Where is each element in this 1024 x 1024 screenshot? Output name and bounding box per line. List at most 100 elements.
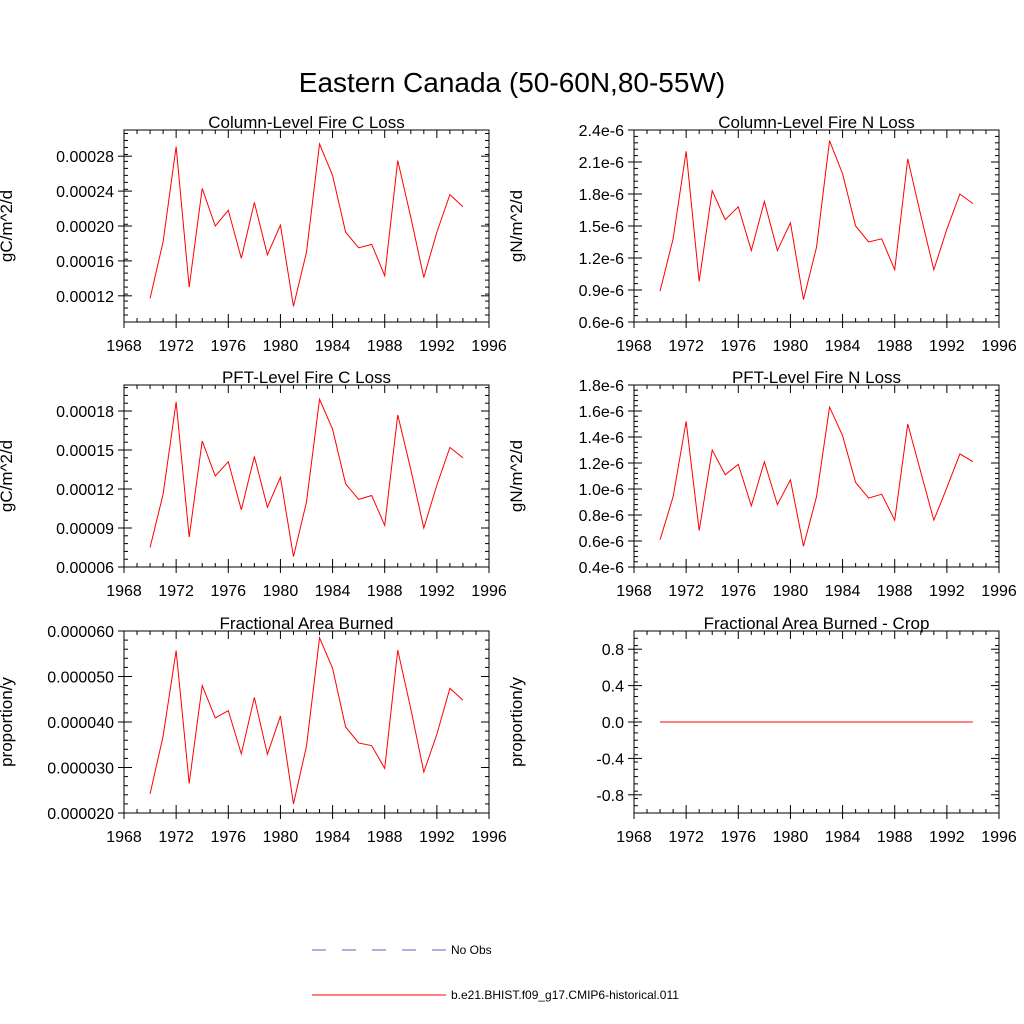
panel-6: 1968 1972 1976 1980 1984 1988 1992 1996 -0.8 -0.4… xyxy=(507,614,1017,846)
x-tick-label: 1984 xyxy=(315,829,351,846)
panel-title: Fractional Area Burned xyxy=(220,614,394,633)
y-tick-label: 0.00015 xyxy=(56,443,114,460)
y-tick-label: 0.000030 xyxy=(47,761,114,778)
plot-frame xyxy=(633,129,1000,323)
y-tick-label: 0.00020 xyxy=(56,219,114,236)
x-tick-label: 1968 xyxy=(106,583,142,600)
y-tick-label: 0.8 xyxy=(602,642,624,659)
x-tick-label: 1988 xyxy=(877,829,913,846)
y-tick-label: -0.4 xyxy=(596,751,624,768)
x-tick-label: 1972 xyxy=(668,583,704,600)
x-tick-label: 1996 xyxy=(981,829,1017,846)
y-axis-label: gC/m^2/d xyxy=(0,440,16,512)
panel-title: PFT-Level Fire C Loss xyxy=(222,368,391,387)
legend-label-model: b.e21.BHIST.f09_g17.CMIP6-historical.011 xyxy=(451,988,679,1002)
panel-title: Column-Level Fire C Loss xyxy=(208,113,405,132)
y-tick-label: 2.1e-6 xyxy=(579,155,624,172)
y-tick-label: 0.00009 xyxy=(56,521,114,538)
x-tick-label: 1984 xyxy=(315,338,351,355)
series-line xyxy=(149,397,464,557)
plot-frame xyxy=(633,384,1000,568)
panel-5: 1968 1972 1976 1980 1984 1988 1992 1996 0.000020… xyxy=(0,614,507,846)
series-line xyxy=(659,405,974,547)
x-tick-label: 1992 xyxy=(929,829,965,846)
x-tick-label: 1992 xyxy=(419,829,455,846)
x-tick-label: 1992 xyxy=(929,583,965,600)
y-tick-label: 2.4e-6 xyxy=(579,123,624,140)
x-tick-label: 1988 xyxy=(367,583,403,600)
x-tick-label: 1996 xyxy=(471,829,507,846)
x-tick-label: 1976 xyxy=(210,829,246,846)
y-tick-label: 0.00006 xyxy=(56,560,114,577)
x-tick-label: 1980 xyxy=(263,338,299,355)
x-tick-label: 1968 xyxy=(616,583,652,600)
legend: No Obs b.e21.BHIST.f09_g17.CMIP6-histori… xyxy=(312,943,679,1002)
y-tick-label: 1.2e-6 xyxy=(579,251,624,268)
y-tick-label: 0.8e-6 xyxy=(579,508,624,525)
series-line xyxy=(659,140,974,300)
x-tick-label: 1968 xyxy=(106,829,142,846)
y-axis-label: proportion/y xyxy=(507,677,526,767)
x-tick-label: 1984 xyxy=(825,583,861,600)
y-tick-label: 0.00012 xyxy=(56,289,114,306)
y-tick-label: 0.000020 xyxy=(47,806,114,823)
y-axis-label: gN/m^2/d xyxy=(507,190,526,262)
x-tick-label: 1996 xyxy=(981,583,1017,600)
panel-title: Fractional Area Burned - Crop xyxy=(704,614,930,633)
x-tick-label: 1980 xyxy=(773,338,809,355)
x-tick-label: 1984 xyxy=(825,829,861,846)
x-tick-label: 1996 xyxy=(471,338,507,355)
plot-frame xyxy=(123,129,490,323)
y-tick-label: 0.000040 xyxy=(47,715,114,732)
y-tick-label: 0.6e-6 xyxy=(579,315,624,332)
y-tick-label: 0.00012 xyxy=(56,482,114,499)
y-tick-label: 0.000060 xyxy=(47,624,114,641)
x-tick-label: 1996 xyxy=(471,583,507,600)
x-tick-label: 1984 xyxy=(825,338,861,355)
x-tick-label: 1976 xyxy=(210,338,246,355)
y-tick-label: 1.2e-6 xyxy=(579,456,624,473)
x-tick-label: 1980 xyxy=(773,829,809,846)
y-tick-label: 0.00024 xyxy=(56,184,114,201)
x-tick-label: 1996 xyxy=(981,338,1017,355)
panel-4: 1968 1972 1976 1980 1984 1988 1992 1996 0.4e-6 0.… xyxy=(507,368,1017,600)
x-tick-label: 1972 xyxy=(158,338,194,355)
panel-title: Column-Level Fire N Loss xyxy=(718,113,915,132)
x-tick-label: 1968 xyxy=(106,338,142,355)
y-tick-label: 0.9e-6 xyxy=(579,283,624,300)
panels-group: 1968 1972 1976 1980 1984 1988 1992 1996 0.00012 0… xyxy=(0,113,1017,846)
y-tick-label: 1.6e-6 xyxy=(579,404,624,421)
x-tick-label: 1972 xyxy=(158,829,194,846)
y-tick-label: 1.8e-6 xyxy=(579,378,624,395)
x-tick-label: 1976 xyxy=(720,829,756,846)
y-axis-label: proportion/y xyxy=(0,677,16,767)
x-tick-label: 1980 xyxy=(263,829,299,846)
y-tick-label: 1.0e-6 xyxy=(579,482,624,499)
y-tick-label: 0.4e-6 xyxy=(579,560,624,577)
y-tick-label: 0.0 xyxy=(602,715,624,732)
y-tick-label: 0.00016 xyxy=(56,254,114,271)
y-tick-label: -0.8 xyxy=(596,788,624,805)
panel-2: 1968 1972 1976 1980 1984 1988 1992 1996 0.6e-6 0.… xyxy=(507,113,1017,355)
y-tick-label: 0.000050 xyxy=(47,670,114,687)
x-tick-label: 1968 xyxy=(616,338,652,355)
y-tick-label: 0.4 xyxy=(602,679,624,696)
y-axis-label: gC/m^2/d xyxy=(0,190,16,262)
x-tick-label: 1992 xyxy=(929,338,965,355)
x-tick-label: 1988 xyxy=(877,338,913,355)
x-tick-label: 1988 xyxy=(367,338,403,355)
x-tick-label: 1988 xyxy=(877,583,913,600)
panel-1: 1968 1972 1976 1980 1984 1988 1992 1996 0.00012 0… xyxy=(0,113,507,355)
x-tick-label: 1980 xyxy=(773,583,809,600)
x-tick-label: 1968 xyxy=(616,829,652,846)
x-tick-label: 1972 xyxy=(668,338,704,355)
y-tick-label: 1.8e-6 xyxy=(579,187,624,204)
x-tick-label: 1976 xyxy=(720,338,756,355)
x-tick-label: 1976 xyxy=(720,583,756,600)
series-line xyxy=(149,635,464,805)
panel-3: 1968 1972 1976 1980 1984 1988 1992 1996 0.00006 0… xyxy=(0,368,507,600)
plot-frame xyxy=(123,384,490,568)
x-tick-label: 1992 xyxy=(419,338,455,355)
x-tick-label: 1988 xyxy=(367,829,403,846)
